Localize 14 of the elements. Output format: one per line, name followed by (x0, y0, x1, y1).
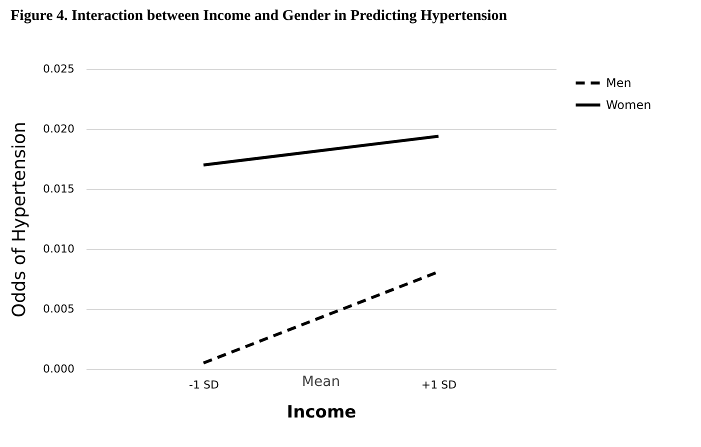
y-tick-label: 0.000 (43, 362, 74, 376)
y-axis-title: Odds of Hypertension (9, 122, 30, 318)
y-tick-label: 0.020 (43, 122, 74, 136)
y-tick-label: 0.005 (43, 302, 74, 316)
x-axis-title: Income (286, 402, 356, 422)
chart-title: Figure 4. Interaction between Income and Gender in Predicting Hypertension (10, 8, 508, 24)
y-tick-label: 0.015 (43, 182, 74, 196)
y-tick-label: 0.025 (43, 62, 74, 76)
y-tick-label: 0.010 (43, 242, 74, 256)
legend-label: Women (606, 98, 652, 112)
legend-label: Men (606, 76, 632, 90)
x-tick-label: -1 SD (189, 378, 219, 392)
text: Mean (302, 374, 340, 390)
x-tick-label: +1 SD (421, 378, 457, 392)
